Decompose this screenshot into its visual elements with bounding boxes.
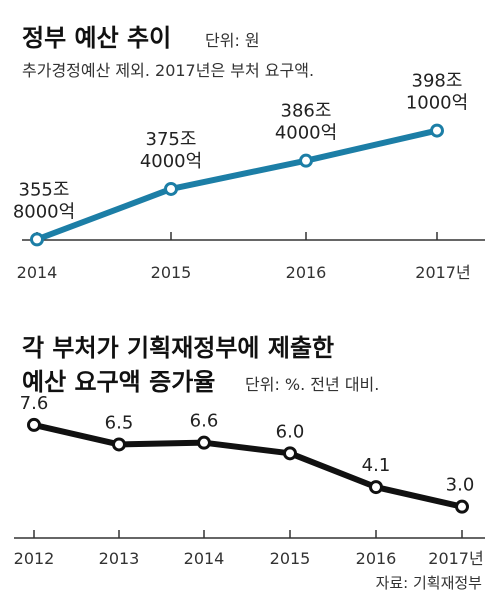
chart2-data-point (112, 437, 126, 452)
chart2-data-label: 6.0 (276, 421, 305, 442)
chart2-title-line1: 각 부처가 기획재정부에 제출한 (22, 334, 334, 362)
chart1-data-point (164, 181, 178, 196)
chart1-title: 정부 예산 추이 (22, 24, 171, 52)
chart1-data-label: 398조 (412, 71, 463, 92)
chart2-x-tick-label: 2017년 (428, 549, 483, 568)
chart2-data-label: 6.5 (105, 412, 134, 433)
chart2-x-tick-label: 2015 (270, 549, 311, 568)
chart2-data-point (455, 499, 469, 514)
chart1-data-point (299, 153, 313, 168)
chart2-x-tick-label: 2016 (356, 549, 397, 568)
chart2-data-label: 4.1 (362, 455, 391, 476)
chart2-series-line (31, 421, 465, 510)
chart1-data-label: 8000억 (13, 201, 75, 222)
chart1-plot: 2014 2015 2016 2017년355조8000억375조4000억386조4… (13, 71, 485, 282)
chart2-data-label: 7.6 (20, 393, 49, 414)
chart1-data-point (430, 123, 444, 138)
chart1-x-tick-label: 2014 (17, 263, 58, 282)
chart1-data-label: 4000억 (275, 123, 337, 144)
chart2-plot: 2012 2013 2014 2015 2016 2017년 7.6 6.5 6.6 6.0 4.1… (14, 393, 485, 568)
chart2-x-tick-label: 2012 (14, 549, 55, 568)
chart2-data-point (283, 446, 297, 461)
chart2-data-point (369, 480, 383, 495)
source-note: 자료: 기획재정부 (376, 574, 483, 592)
chart1-x-tick-label: 2015 (151, 263, 192, 282)
chart2-x-tick-label: 2013 (99, 549, 140, 568)
chart1-data-label: 355조 (19, 179, 70, 200)
chart1-data-label: 375조 (146, 129, 197, 150)
chart1-series-line (34, 127, 440, 243)
chart2-data-label: 6.6 (190, 411, 219, 432)
chart2-data-label: 3.0 (446, 475, 475, 496)
chart1-x-tick-label: 2016 (286, 263, 327, 282)
chart1-x-tick-label: 2017년 (415, 263, 470, 282)
chart2-title-line2: 예산 요구액 증가율 (22, 368, 215, 396)
chart2-x-tick-label: 2014 (184, 549, 225, 568)
chart1-unit: 단위: 원 (205, 31, 260, 50)
chart1-data-label: 1000억 (406, 93, 468, 114)
chart1-subtitle: 추가경정예산 제외. 2017년은 부처 요구액. (22, 61, 314, 80)
chart2-unit: 단위: %. 전년 대비. (245, 375, 379, 394)
chart1-data-label: 4000억 (140, 151, 202, 172)
chart1-data-label: 386조 (281, 101, 332, 122)
chart2-data-point (27, 417, 41, 432)
chart1-data-point (30, 232, 44, 247)
chart2-data-point (197, 435, 211, 450)
